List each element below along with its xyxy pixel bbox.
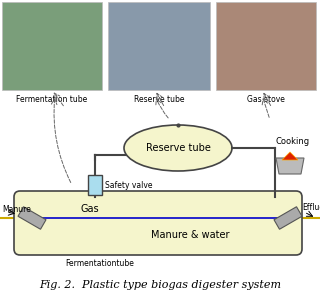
Text: Reserve tube: Reserve tube	[134, 95, 184, 104]
Text: Safety valve: Safety valve	[105, 181, 153, 190]
Text: Effluent: Effluent	[302, 204, 320, 213]
Text: Gas stove: Gas stove	[247, 95, 285, 104]
FancyBboxPatch shape	[14, 191, 302, 255]
Bar	[88, 175, 102, 195]
Bar	[108, 2, 210, 90]
Text: Manure: Manure	[2, 205, 31, 214]
Text: Gas: Gas	[81, 204, 99, 214]
Polygon shape	[274, 207, 302, 229]
Polygon shape	[276, 158, 304, 174]
Polygon shape	[18, 207, 46, 229]
Text: Fermentationtube: Fermentationtube	[66, 259, 134, 268]
Text: Manure & water: Manure & water	[151, 230, 229, 240]
Polygon shape	[282, 152, 298, 160]
Bar	[2, 2, 102, 90]
Text: Fig. 2.  Plastic type biogas digester system: Fig. 2. Plastic type biogas digester sys…	[39, 280, 281, 290]
Text: Cooking: Cooking	[276, 137, 310, 146]
Ellipse shape	[124, 125, 232, 171]
Text: Reserve tube: Reserve tube	[146, 143, 211, 153]
Bar	[216, 2, 316, 90]
Text: Fermentation tube: Fermentation tube	[16, 95, 88, 104]
